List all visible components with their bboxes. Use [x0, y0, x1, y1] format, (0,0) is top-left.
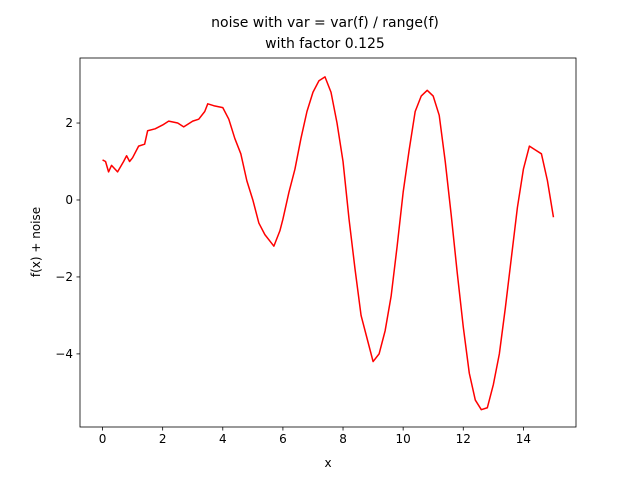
x-tick-label: 8: [339, 432, 347, 446]
y-axis-label: f(x) + noise: [29, 207, 43, 277]
plot-frame: [79, 57, 577, 428]
chart-title: with factor 0.125: [265, 36, 385, 52]
y-tick-label: −2: [55, 270, 73, 284]
y-tick-label: 0: [65, 193, 73, 207]
x-tick-label: 12: [456, 432, 471, 446]
x-tick-label: 10: [396, 432, 411, 446]
y-tick-label: 2: [65, 116, 73, 130]
y-tick-label: −4: [55, 347, 73, 361]
x-tick-label: 6: [279, 432, 287, 446]
data-line: [102, 76, 555, 411]
x-tick-label: 4: [219, 432, 227, 446]
x-tick-label: 0: [99, 432, 107, 446]
x-axis-label: x: [324, 456, 331, 470]
x-tick-label: 14: [516, 432, 531, 446]
chart-title: noise with var = var(f) / range(f): [211, 15, 439, 31]
x-tick-label: 2: [159, 432, 167, 446]
